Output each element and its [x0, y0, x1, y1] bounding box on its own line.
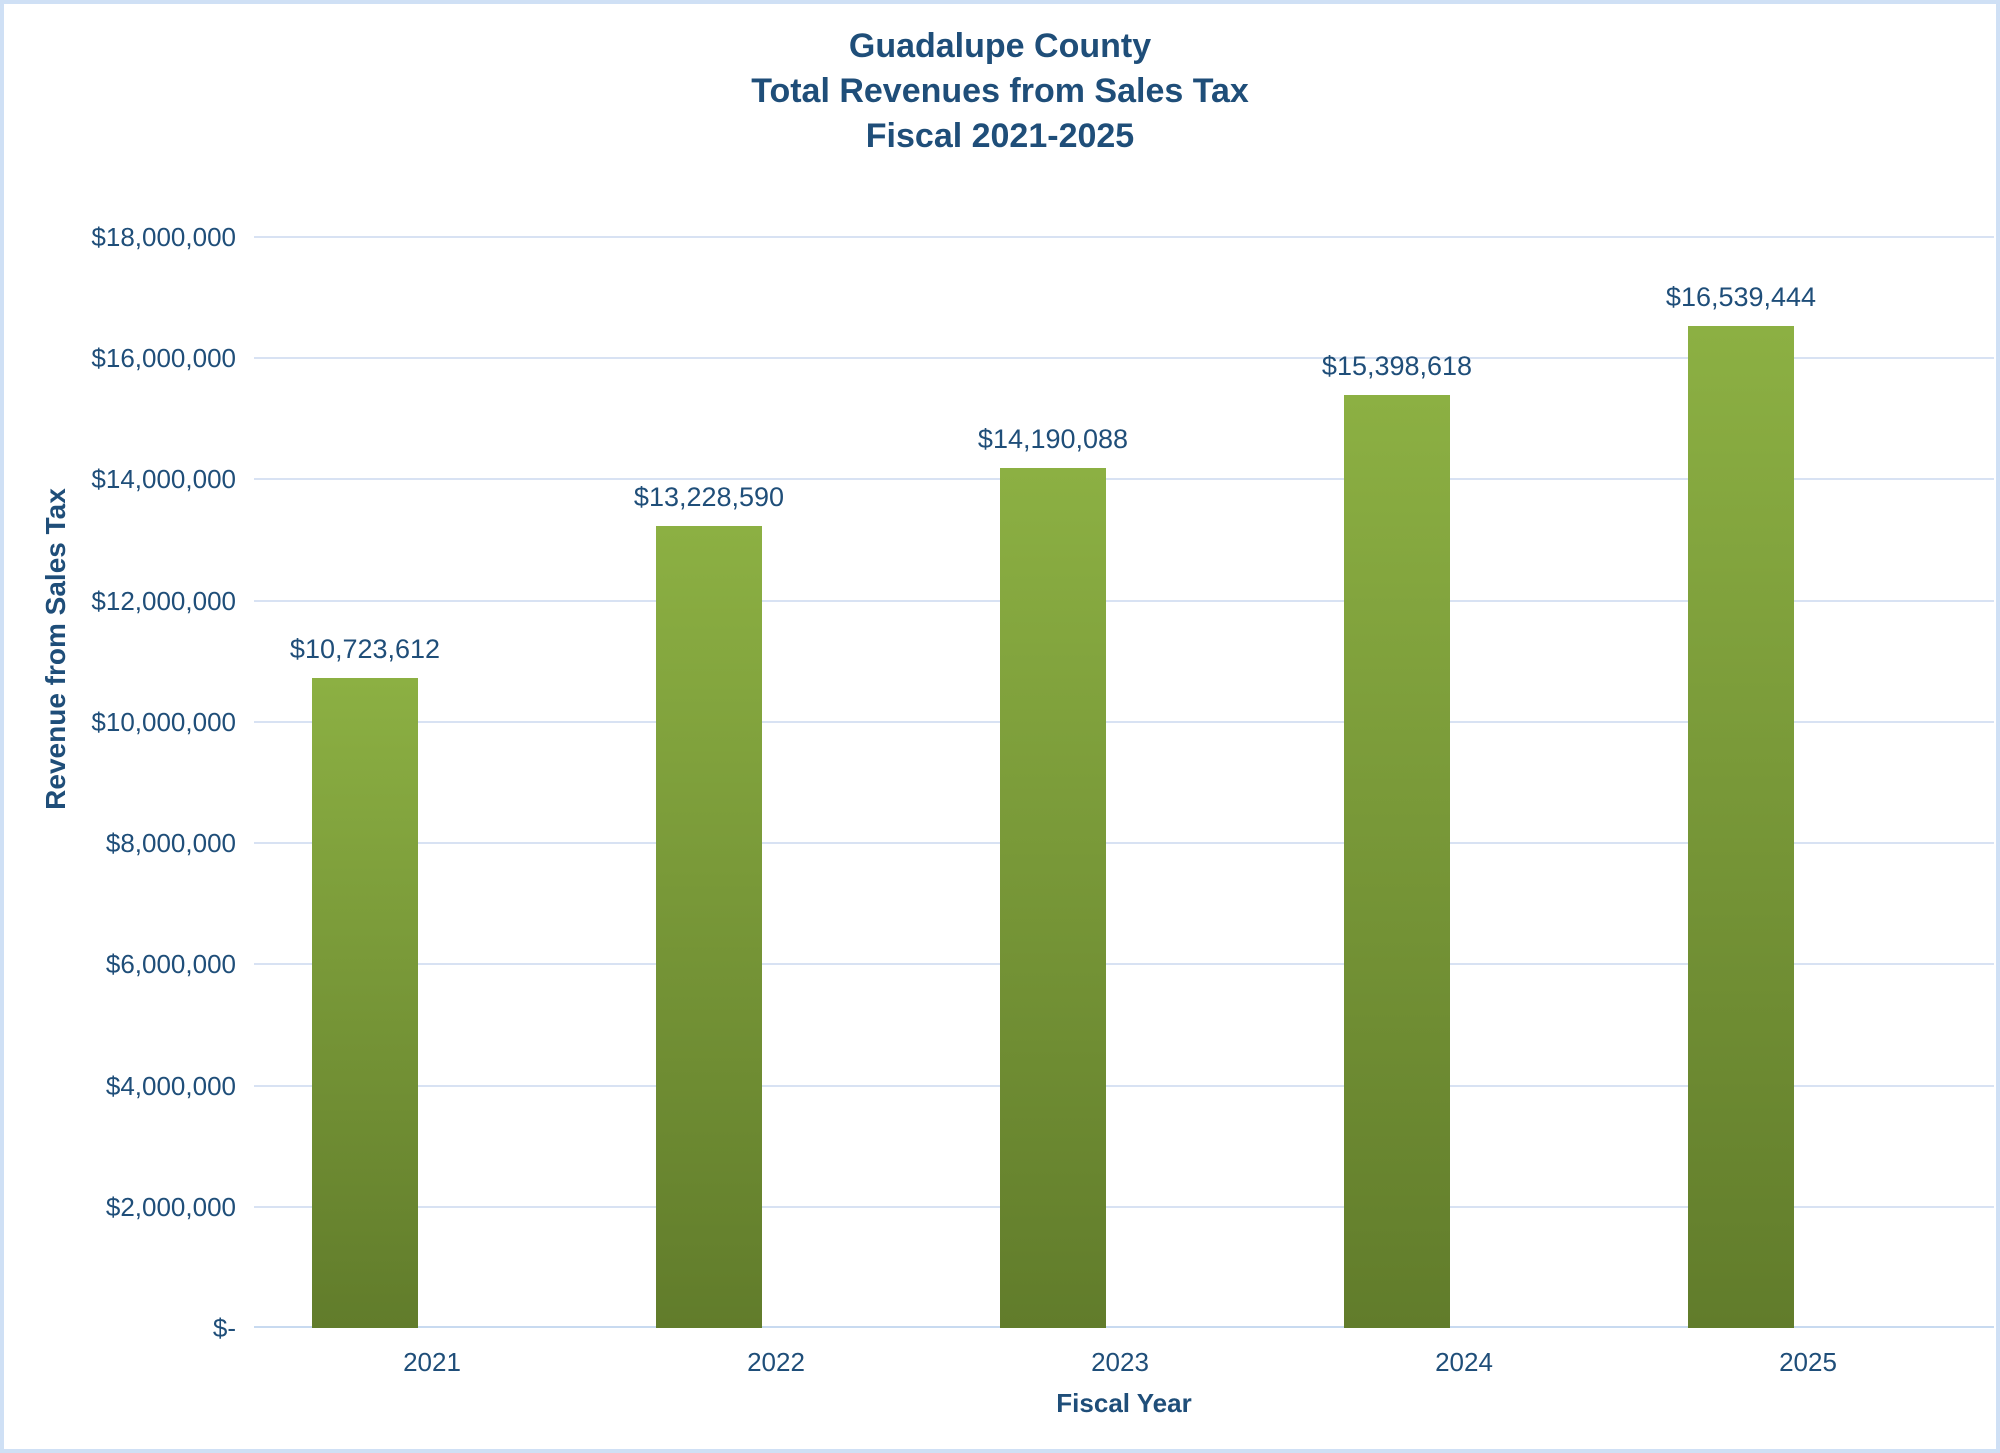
bar-value-label: $10,723,612	[289, 634, 441, 665]
y-axis-tick-label: $-	[212, 1313, 236, 1343]
gridline	[254, 1205, 1994, 1208]
gridline	[254, 720, 1994, 723]
gridline	[254, 963, 1994, 966]
gridline	[254, 1084, 1994, 1087]
x-axis-tick-label: 2024	[1435, 1347, 1493, 1377]
gridline	[254, 357, 1994, 360]
x-axis-line	[254, 1326, 1994, 1328]
y-axis-tick-label: $18,000,000	[91, 222, 236, 252]
chart-title-line-3: Fiscal 2021-2025	[865, 117, 1135, 155]
bar-2021	[312, 678, 418, 1328]
chart-title-line-2: Total Revenues from Sales Tax	[751, 72, 1249, 110]
y-axis-tick-label: $16,000,000	[91, 343, 236, 374]
y-axis-tick-label: $10,000,000	[91, 706, 236, 737]
chart-title-line-1: Guadalupe County	[848, 27, 1152, 65]
bar-value-label: $16,539,444	[1665, 281, 1817, 312]
gridline	[254, 599, 1994, 602]
y-axis-tick-label: $6,000,000	[105, 949, 236, 980]
x-axis-tick-label: 2025	[1779, 1347, 1837, 1377]
bar-value-label: $14,190,088	[977, 423, 1129, 454]
y-axis-tick-label: $2,000,000	[105, 1191, 236, 1222]
x-axis-tick-label: 2022	[747, 1347, 805, 1377]
gridline	[254, 478, 1994, 481]
bar-2022	[656, 526, 762, 1328]
gridline	[254, 842, 1994, 845]
bar-2025	[1688, 325, 1794, 1328]
y-axis-tick-label: $4,000,000	[105, 1070, 236, 1101]
x-axis-title: Fiscal Year	[1056, 1388, 1192, 1418]
y-axis-tick-label: $12,000,000	[91, 585, 236, 616]
y-axis-tick-label: $14,000,000	[91, 464, 236, 495]
bar-2023	[1000, 467, 1106, 1328]
plot-area: $- $2,000,000 $4,000,000 $6,000,000 $8,000,0…	[4, 4, 1996, 1449]
chart-title: Guadalupe County Total Revenues from Sal…	[4, 24, 1996, 159]
bar-value-label: $15,398,618	[1321, 350, 1473, 381]
bar-2024	[1344, 394, 1450, 1328]
x-axis-tick-label: 2021	[403, 1347, 461, 1377]
y-axis-tick-label: $8,000,000	[105, 828, 236, 859]
x-axis-tick-label: 2023	[1091, 1347, 1149, 1377]
gridline	[254, 236, 1994, 238]
bar-value-label: $13,228,590	[633, 482, 785, 513]
